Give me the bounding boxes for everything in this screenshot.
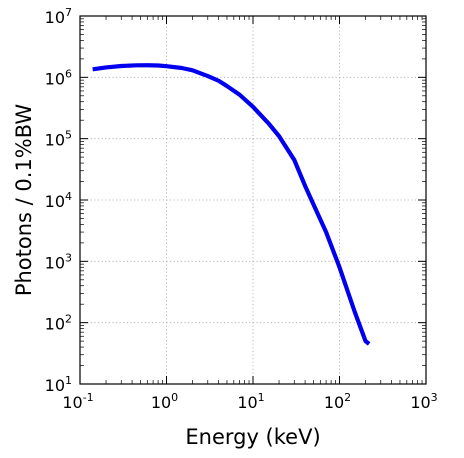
y-tick-label: 101	[45, 374, 72, 395]
grid-lines	[80, 16, 426, 384]
x-tick-base: 10	[62, 393, 82, 412]
y-tick-base: 10	[45, 192, 65, 211]
x-tick-exponent: -1	[83, 391, 94, 404]
y-tick-base: 10	[45, 131, 65, 150]
y-tick-label: 102	[45, 313, 72, 334]
x-tick-exponent: 0	[171, 391, 178, 404]
axis-ticks	[79, 15, 427, 385]
x-tick-label: 103	[410, 391, 437, 412]
x-tick-label: 100	[151, 391, 178, 412]
y-tick-exponent: 2	[65, 313, 72, 326]
y-tick-exponent: 5	[65, 129, 72, 142]
y-tick-base: 10	[45, 315, 65, 334]
x-tick-label: 101	[237, 391, 264, 412]
y-tick-base: 10	[45, 253, 65, 272]
x-tick-base: 10	[151, 393, 171, 412]
y-tick-exponent: 1	[65, 374, 72, 387]
y-tick-exponent: 3	[65, 251, 72, 264]
y-tick-exponent: 4	[65, 190, 72, 203]
x-tick-exponent: 2	[344, 391, 351, 404]
y-axis-label: Photons / 0.1%BW	[12, 104, 36, 297]
y-tick-base: 10	[45, 376, 65, 395]
x-tick-base: 10	[410, 393, 430, 412]
y-tick-label: 106	[45, 67, 72, 88]
x-tick-base: 10	[324, 393, 344, 412]
plot-area	[92, 63, 371, 346]
x-axis-label: Energy (keV)	[185, 425, 320, 449]
x-tick-label: 10-1	[62, 391, 93, 412]
y-tick-label: 103	[45, 251, 72, 272]
series-line	[92, 63, 371, 346]
x-tick-base: 10	[237, 393, 257, 412]
x-tick-label: 102	[324, 391, 351, 412]
x-tick-exponent: 1	[258, 391, 265, 404]
y-tick-label: 107	[45, 6, 72, 27]
y-tick-label: 104	[45, 190, 72, 211]
y-tick-label: 105	[45, 129, 72, 150]
x-tick-exponent: 3	[431, 391, 438, 404]
x-tick-labels: 10-1 100 101 102 103	[62, 391, 437, 412]
y-tick-base: 10	[45, 69, 65, 88]
y-tick-exponent: 6	[65, 67, 72, 80]
y-tick-exponent: 7	[65, 6, 72, 19]
y-tick-base: 10	[45, 8, 65, 27]
